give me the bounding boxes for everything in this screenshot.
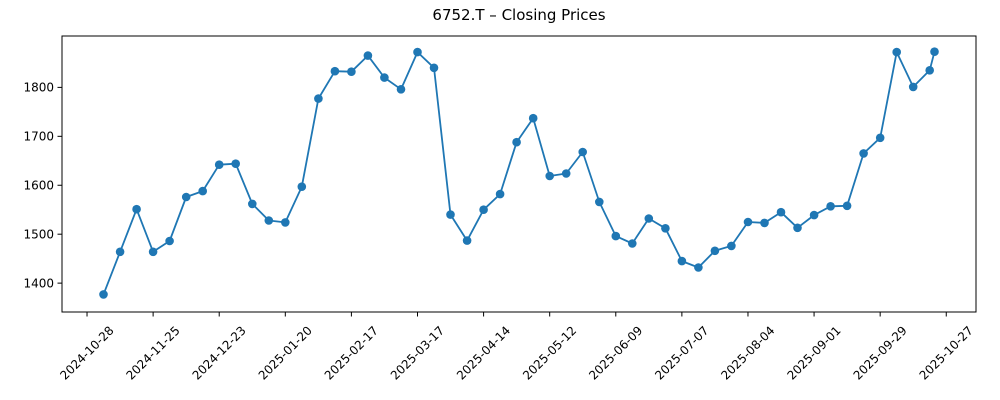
data-point-marker [181,192,191,202]
data-point-marker [727,241,736,251]
data-point-marker [776,207,786,217]
x-axis-tick-label: 2025-08-04 [718,323,777,382]
x-axis-tick-label: 2025-05-12 [520,323,579,382]
data-point-marker [479,205,488,214]
x-axis-tick-label: 2025-02-17 [322,323,381,382]
x-axis-tick-label: 2025-03-17 [388,323,447,382]
data-point-marker [793,223,802,233]
data-point-marker [363,51,373,60]
data-point-marker [859,149,868,158]
x-axis-tick-label: 2025-04-14 [454,323,513,382]
x-axis-tick-label: 2025-01-20 [256,323,315,382]
data-point-marker [545,171,554,181]
data-point-marker [892,47,901,57]
x-axis-tick-label: 2024-12-23 [190,323,249,382]
data-point-marker [528,113,538,123]
data-point-marker [462,236,472,245]
data-point-marker [347,67,356,76]
data-point-marker [115,247,125,257]
data-point-marker [297,182,307,191]
data-point-marker [561,169,571,178]
x-axis-tick-label: 2025-07-07 [652,323,711,382]
price-line [102,50,936,296]
data-point-marker [677,256,687,266]
data-point-marker [132,204,141,214]
y-axis-tick-label: 1600 [23,178,54,192]
data-point-marker [165,236,174,246]
x-axis-tick-label: 2024-11-25 [124,323,183,382]
data-point-marker [595,197,604,207]
data-point-marker [760,218,769,228]
data-point-marker [809,210,819,220]
data-point-marker [495,189,505,199]
data-point-marker [314,94,323,103]
data-point-marker [578,147,587,157]
data-point-marker [446,210,455,219]
data-point-marker [628,239,637,248]
chart-title: 6752.T – Closing Prices [432,6,606,24]
data-point-marker [231,159,240,168]
data-point-marker [512,137,521,147]
x-axis-tick-label: 2025-09-01 [784,323,843,382]
data-point-marker [380,73,389,82]
y-axis-tick-label: 1500 [23,227,54,241]
data-point-marker [925,66,934,75]
data-point-marker [826,202,835,211]
data-point-marker [842,201,852,211]
data-point-marker [875,133,885,143]
plot-border [61,35,977,313]
y-axis-tick-label: 1800 [23,81,54,95]
data-point-marker [429,63,439,73]
data-point-marker [396,85,406,94]
data-point-marker [264,216,274,225]
data-point-marker [330,66,340,76]
data-point-marker [930,47,939,56]
data-point-marker [99,290,108,299]
data-point-marker [611,231,621,241]
data-point-marker [248,199,257,209]
data-point-marker [661,224,670,233]
data-point-marker [281,218,290,227]
data-point-marker [710,246,720,256]
data-point-marker [198,186,207,196]
y-axis-tick-label: 1700 [23,130,54,144]
data-point-marker [148,247,158,257]
x-axis-tick-label: 2025-09-29 [851,323,910,382]
data-point-marker [908,82,918,92]
y-axis-tick-label: 1400 [23,276,54,290]
x-axis-tick-label: 2024-10-28 [57,323,116,382]
x-axis-tick-label: 2025-06-09 [586,323,645,382]
data-point-marker [413,47,422,57]
data-point-marker [214,160,224,169]
data-point-marker [743,217,753,227]
x-axis-tick-label: 2025-10-27 [917,323,976,382]
data-point-marker [694,263,703,272]
data-point-marker [644,214,654,223]
